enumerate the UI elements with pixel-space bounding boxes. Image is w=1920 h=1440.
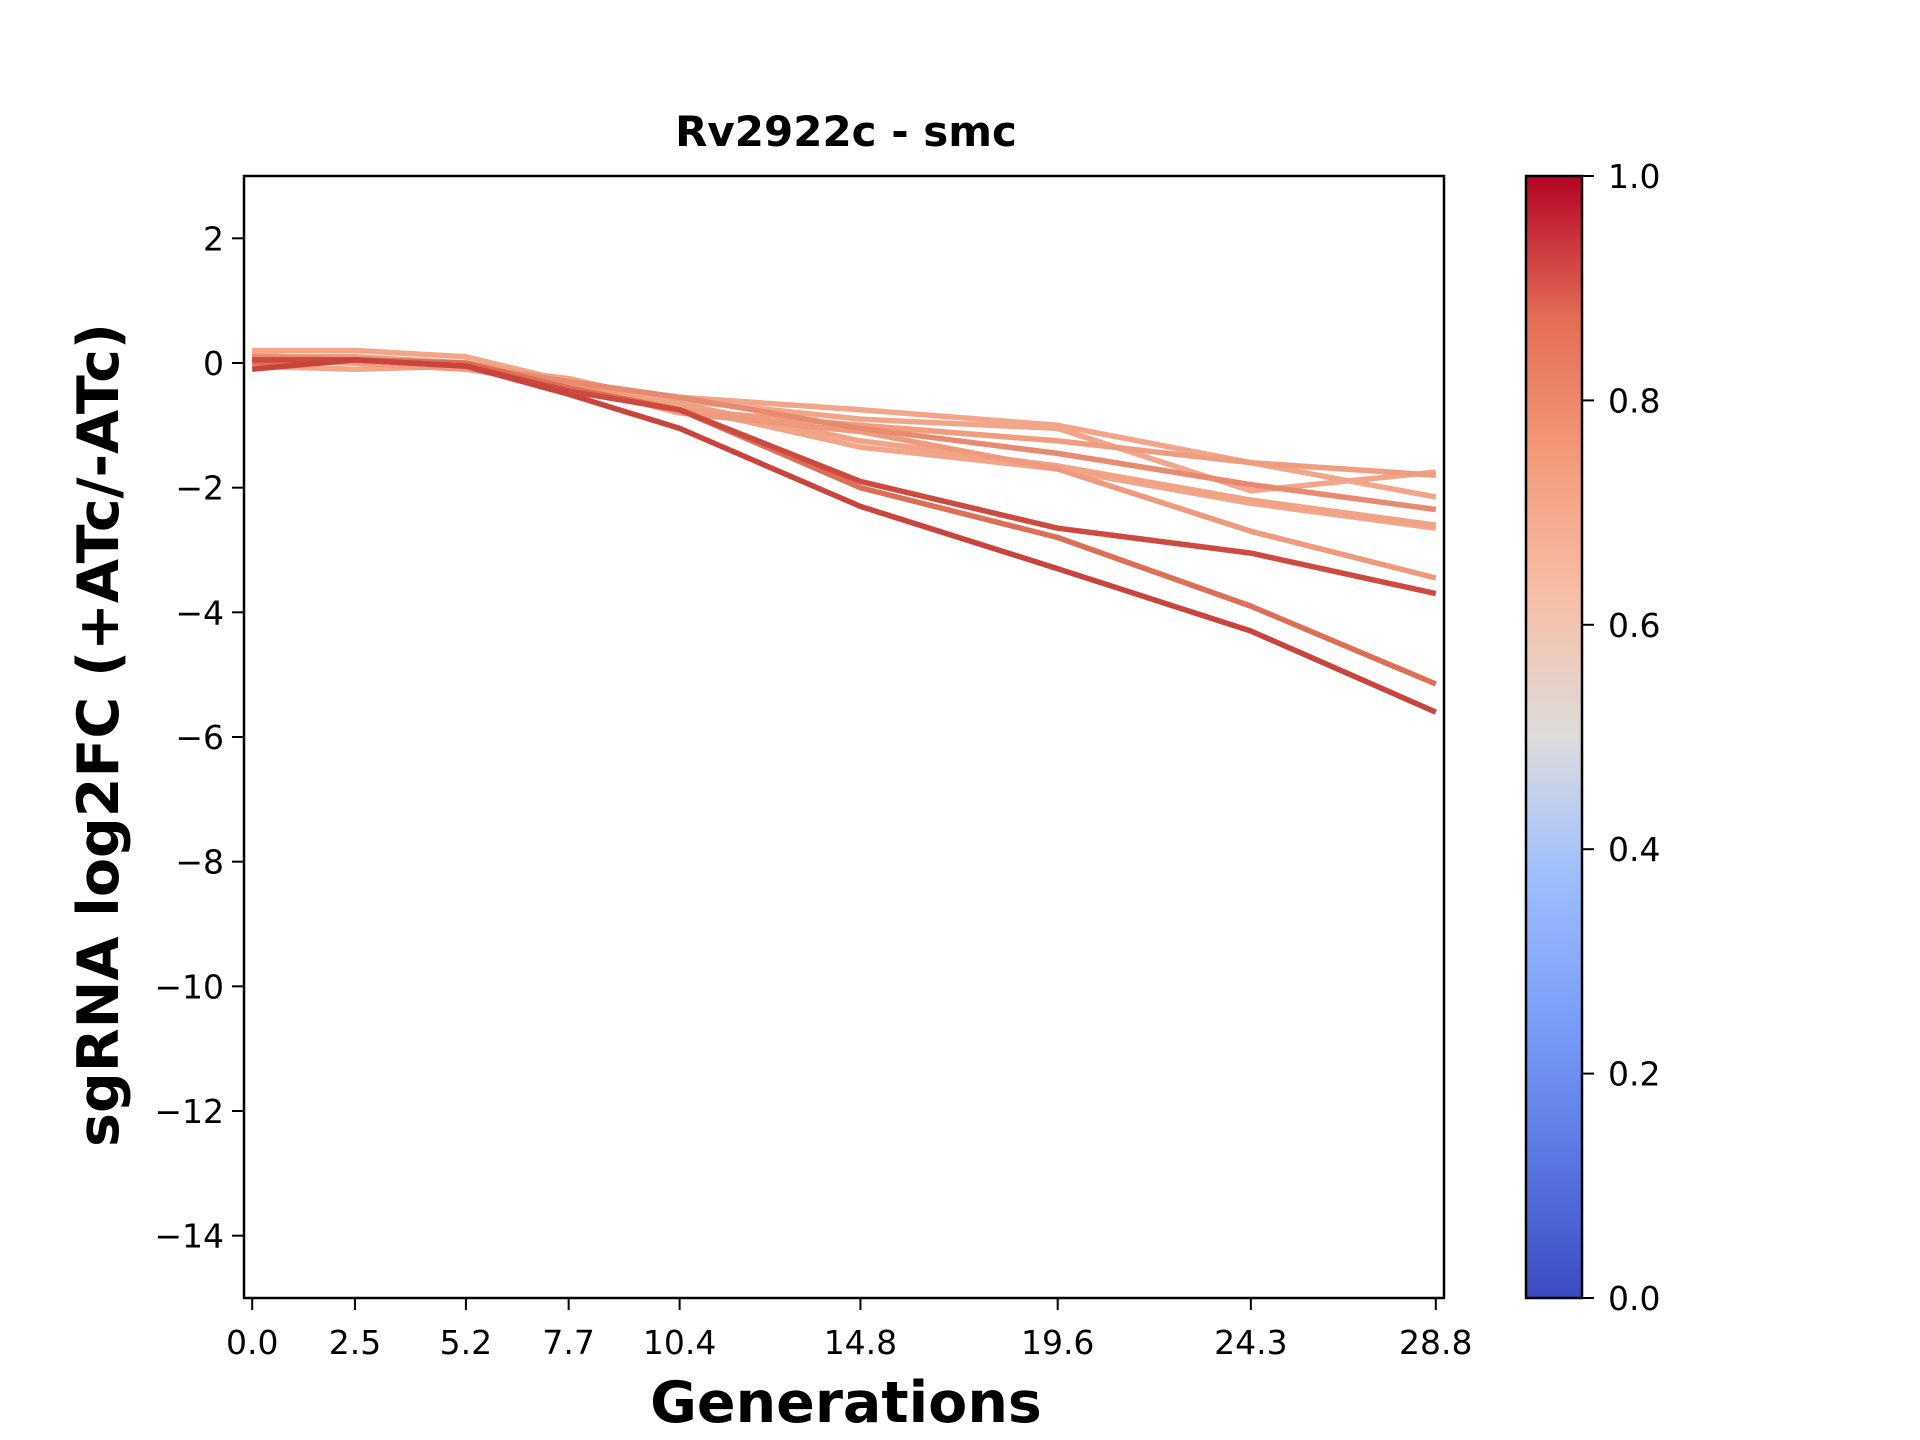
y-tick-label: −2: [175, 469, 224, 508]
axes: 0.0 2.5 5.2 7.7 10.4 14.8 19.6 24.3 28.8 2 0 −2 −4 −6…: [154, 174, 1473, 1362]
colorbar-gradient: [1526, 176, 1582, 1298]
series-line-6: [252, 357, 1437, 581]
y-axis-label: sgRNA log2FC (+ATc/-ATc): [66, 323, 132, 1147]
y-tick-label: −12: [154, 1092, 224, 1131]
series-line-3: [252, 363, 1437, 531]
x-tick-label: 19.6: [1021, 1323, 1094, 1362]
colorbar-tick-label: 0.8: [1608, 381, 1660, 420]
y-tick-label: −10: [154, 967, 224, 1006]
y-tick-label: −14: [154, 1217, 224, 1256]
plot-frame: [242, 174, 1446, 1300]
y-tick-label: −6: [175, 718, 224, 757]
x-tick-label: 10.4: [643, 1323, 716, 1362]
colorbar-tick-label: 0.0: [1608, 1279, 1660, 1318]
y-tick-label: 2: [203, 219, 224, 258]
x-tick-label: 5.2: [440, 1323, 492, 1362]
chart-title: Rv2922c - smc: [675, 107, 1017, 156]
x-tick-label: 0.0: [226, 1323, 278, 1362]
series-line-7: [252, 354, 1437, 513]
x-tick-label: 24.3: [1214, 1323, 1287, 1362]
x-axis-label: Generations: [650, 1370, 1042, 1436]
plot-area: [251, 347, 1437, 715]
y-tick-label: −4: [175, 593, 224, 632]
y-tick-label: −8: [175, 843, 224, 882]
colorbar-tick-label: 0.6: [1608, 606, 1660, 645]
colorbar-tick-label: 0.4: [1608, 830, 1660, 869]
series-line-9: [252, 357, 1437, 597]
colorbar: 0.0 0.2 0.4 0.6 0.8 1.0: [1524, 157, 1660, 1318]
colorbar-frame: [1524, 174, 1584, 1300]
colorbar-tick-label: 0.2: [1608, 1055, 1660, 1094]
x-tick-label: 2.5: [329, 1323, 381, 1362]
series-line-10: [251, 357, 1437, 715]
colorbar-tick-label: 1.0: [1608, 157, 1660, 196]
x-tick-label: 14.8: [824, 1323, 897, 1362]
y-tick-label: 0: [203, 344, 224, 383]
x-tick-label: 7.7: [542, 1323, 594, 1362]
x-tick-label: 28.8: [1399, 1323, 1472, 1362]
